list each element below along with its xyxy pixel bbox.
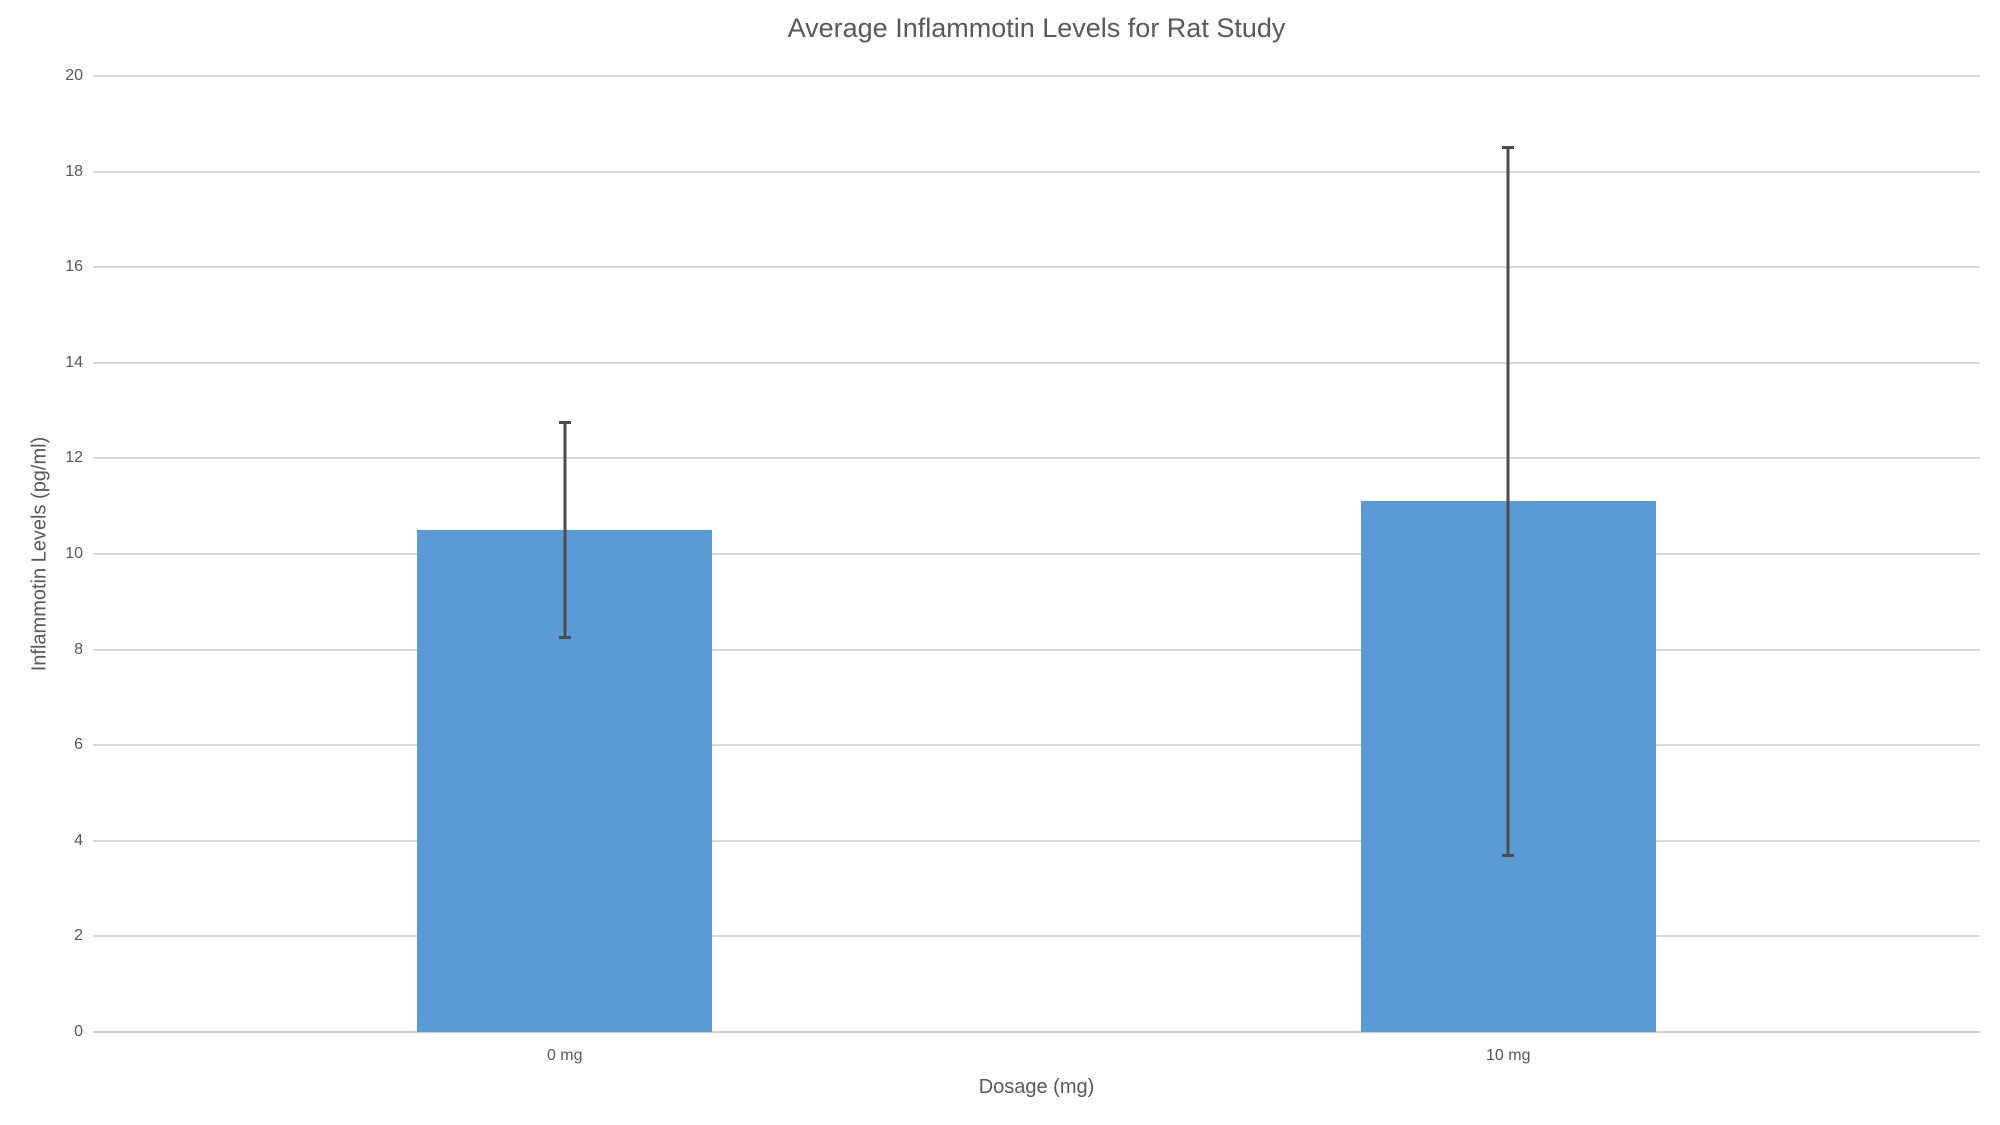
y-tick-label: 16	[65, 258, 83, 276]
error-bar	[563, 422, 567, 638]
x-tick-label: 10 mg	[1486, 1047, 1531, 1064]
y-tick-label: 18	[65, 162, 83, 180]
gridline	[93, 744, 1980, 747]
y-axis-title: Inflammotin Levels (pg/ml)	[28, 436, 51, 672]
gridline	[93, 170, 1980, 173]
chart-title: Average Inflammotin Levels for Rat Study	[787, 13, 1286, 43]
x-axis-line	[93, 1031, 1980, 1033]
error-bar-cap-bottom	[1502, 853, 1515, 857]
y-tick-label: 0	[74, 1023, 83, 1040]
x-tick-label: 0 mg	[546, 1047, 583, 1064]
y-tick-label: 6	[74, 736, 83, 754]
y-tick-label: 10	[65, 545, 83, 562]
gridline	[93, 553, 1980, 555]
y-tick-label: 4	[74, 831, 83, 849]
error-bar-cap-top	[1502, 146, 1515, 150]
error-bar-cap-bottom	[558, 636, 571, 640]
gridline	[93, 457, 1980, 460]
y-tick-label: 2	[74, 927, 83, 945]
x-axis-title: Dosage (mg)	[978, 1076, 1095, 1098]
y-tick-label: 8	[74, 640, 83, 658]
gridline	[93, 648, 1980, 651]
gridline	[93, 839, 1980, 842]
gridline	[93, 266, 1980, 269]
gridline	[93, 361, 1980, 364]
error-bar-cap-top	[558, 421, 571, 425]
y-tick-label: 14	[65, 353, 83, 371]
y-tick-label: 12	[65, 449, 83, 467]
gridline	[93, 75, 1980, 77]
y-tick-label: 20	[65, 67, 83, 84]
error-bar	[1506, 147, 1510, 856]
gridline	[93, 935, 1980, 938]
